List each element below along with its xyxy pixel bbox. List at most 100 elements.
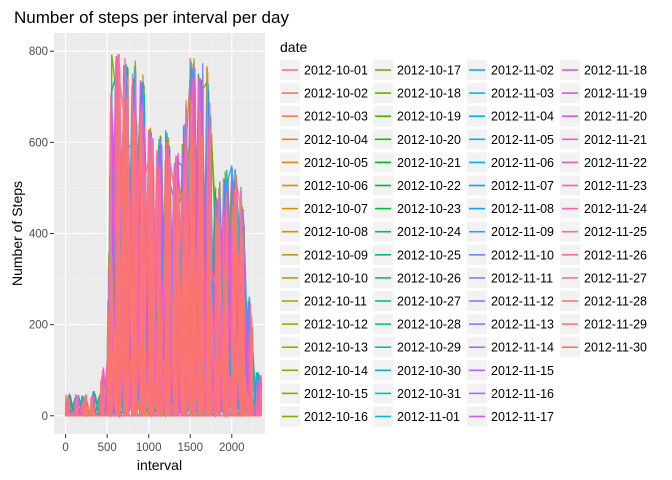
y-axis: 0 200 400 600 800 — [29, 46, 54, 423]
legend-item: 2012-11-23 — [560, 175, 647, 196]
x-tick-label: 500 — [98, 442, 117, 454]
legend-item: 2012-11-29 — [560, 314, 647, 335]
legend-item: 2012-11-04 — [467, 106, 554, 127]
legend-label: 2012-11-24 — [584, 202, 647, 216]
legend-item: 2012-11-03 — [467, 83, 554, 104]
legend-item: 2012-10-21 — [373, 152, 461, 173]
legend-label: 2012-10-18 — [397, 87, 461, 101]
x-axis-title: interval — [137, 457, 182, 473]
legend-label: 2012-10-26 — [397, 271, 461, 285]
legend-item: 2012-11-15 — [467, 360, 554, 381]
legend-item: 2012-10-20 — [373, 129, 461, 150]
legend-item: 2012-10-13 — [280, 337, 368, 358]
legend-item: 2012-10-29 — [373, 337, 461, 358]
legend-label: 2012-11-21 — [584, 133, 647, 147]
legend-label: 2012-11-03 — [491, 87, 554, 101]
legend-label: 2012-11-26 — [584, 248, 647, 262]
legend-item: 2012-10-03 — [280, 106, 368, 127]
legend-label: 2012-10-07 — [304, 202, 368, 216]
legend-label: 2012-11-05 — [491, 133, 554, 147]
legend-item: 2012-10-07 — [280, 198, 368, 219]
chart-title: Number of steps per interval per day — [14, 8, 289, 27]
legend-item: 2012-10-01 — [280, 60, 368, 80]
x-tick-label: 1500 — [177, 442, 203, 454]
legend-label: 2012-11-09 — [491, 225, 554, 239]
legend-label: 2012-11-18 — [584, 64, 647, 78]
legend-item: 2012-11-26 — [560, 244, 647, 265]
legend-label: 2012-10-01 — [304, 64, 368, 78]
legend-label: 2012-11-06 — [491, 156, 554, 170]
x-tick-label: 0 — [62, 442, 68, 454]
legend-item: 2012-11-09 — [467, 221, 554, 242]
legend-label: 2012-11-16 — [491, 387, 554, 401]
legend-item: 2012-10-18 — [373, 83, 461, 104]
legend-item: 2012-11-20 — [560, 106, 647, 127]
legend-label: 2012-11-28 — [584, 295, 647, 309]
legend-item: 2012-10-02 — [280, 83, 368, 104]
legend-item: 2012-11-11 — [467, 267, 553, 288]
legend-label: 2012-10-04 — [304, 133, 368, 147]
legend-item: 2012-10-05 — [280, 152, 368, 173]
legend-label: 2012-10-24 — [397, 225, 461, 239]
legend-item: 2012-11-05 — [467, 129, 554, 150]
legend-label: 2012-11-12 — [491, 295, 554, 309]
legend-item: 2012-11-24 — [560, 198, 647, 219]
legend-label: 2012-10-19 — [397, 110, 461, 124]
legend-item: 2012-11-22 — [560, 152, 647, 173]
legend-label: 2012-10-16 — [304, 410, 368, 424]
legend-label: 2012-10-29 — [397, 341, 461, 355]
legend-item: 2012-11-12 — [467, 291, 554, 311]
legend-item: 2012-10-31 — [373, 383, 461, 404]
legend-label: 2012-10-03 — [304, 110, 368, 124]
legend-label: 2012-11-15 — [491, 364, 554, 378]
legend-label: 2012-11-04 — [491, 110, 554, 124]
series-lines — [64, 54, 262, 419]
legend-label: 2012-10-14 — [304, 364, 368, 378]
legend-item: 2012-11-27 — [560, 267, 647, 288]
legend-label: 2012-11-02 — [491, 64, 554, 78]
legend-label: 2012-10-05 — [304, 156, 368, 170]
legend-item: 2012-11-19 — [560, 83, 647, 104]
legend-item: 2012-11-10 — [467, 244, 554, 265]
legend-item: 2012-10-08 — [280, 221, 368, 242]
legend-label: 2012-10-11 — [304, 295, 367, 309]
legend-label: 2012-11-17 — [491, 410, 554, 424]
legend-item: 2012-10-24 — [373, 221, 461, 242]
legend-item: 2012-11-30 — [560, 337, 647, 358]
legend-label: 2012-11-23 — [584, 179, 647, 193]
legend-item: 2012-11-14 — [467, 337, 554, 358]
y-axis-title: Number of Steps — [9, 181, 25, 286]
legend-item: 2012-10-28 — [373, 314, 461, 335]
legend-item: 2012-10-27 — [373, 291, 461, 311]
legend-label: 2012-10-10 — [304, 271, 368, 285]
legend-label: 2012-11-08 — [491, 202, 554, 216]
legend-item: 2012-10-14 — [280, 360, 368, 381]
legend-label: 2012-10-22 — [397, 179, 461, 193]
legend-label: 2012-11-13 — [491, 318, 554, 332]
legend-label: 2012-10-08 — [304, 225, 368, 239]
series-line — [65, 76, 262, 417]
legend-label: 2012-10-02 — [304, 87, 368, 101]
legend-item: 2012-10-16 — [280, 406, 368, 427]
legend-item: 2012-10-25 — [373, 244, 461, 265]
legend-item: 2012-10-23 — [373, 198, 461, 219]
legend-item: 2012-10-12 — [280, 314, 368, 335]
legend-label: 2012-11-22 — [584, 156, 647, 170]
legend-item: 2012-11-08 — [467, 198, 554, 219]
legend-item: 2012-11-07 — [467, 175, 554, 196]
x-axis: 0 500 1000 1500 2000 — [62, 434, 245, 454]
legend-label: 2012-11-30 — [584, 341, 647, 355]
legend-item: 2012-10-26 — [373, 267, 461, 288]
legend-label: 2012-10-25 — [397, 248, 461, 262]
y-tick-label: 0 — [42, 411, 48, 423]
legend-item: 2012-10-06 — [280, 175, 368, 196]
y-tick-label: 200 — [29, 320, 48, 332]
legend-item: 2012-10-30 — [373, 360, 461, 381]
legend-item: 2012-10-17 — [373, 60, 461, 80]
legend-item: 2012-11-18 — [560, 60, 647, 80]
legend-label: 2012-10-09 — [304, 248, 368, 262]
legend-label: 2012-11-20 — [584, 110, 647, 124]
legend-item: 2012-10-10 — [280, 267, 368, 288]
legend-label: 2012-11-29 — [584, 318, 647, 332]
